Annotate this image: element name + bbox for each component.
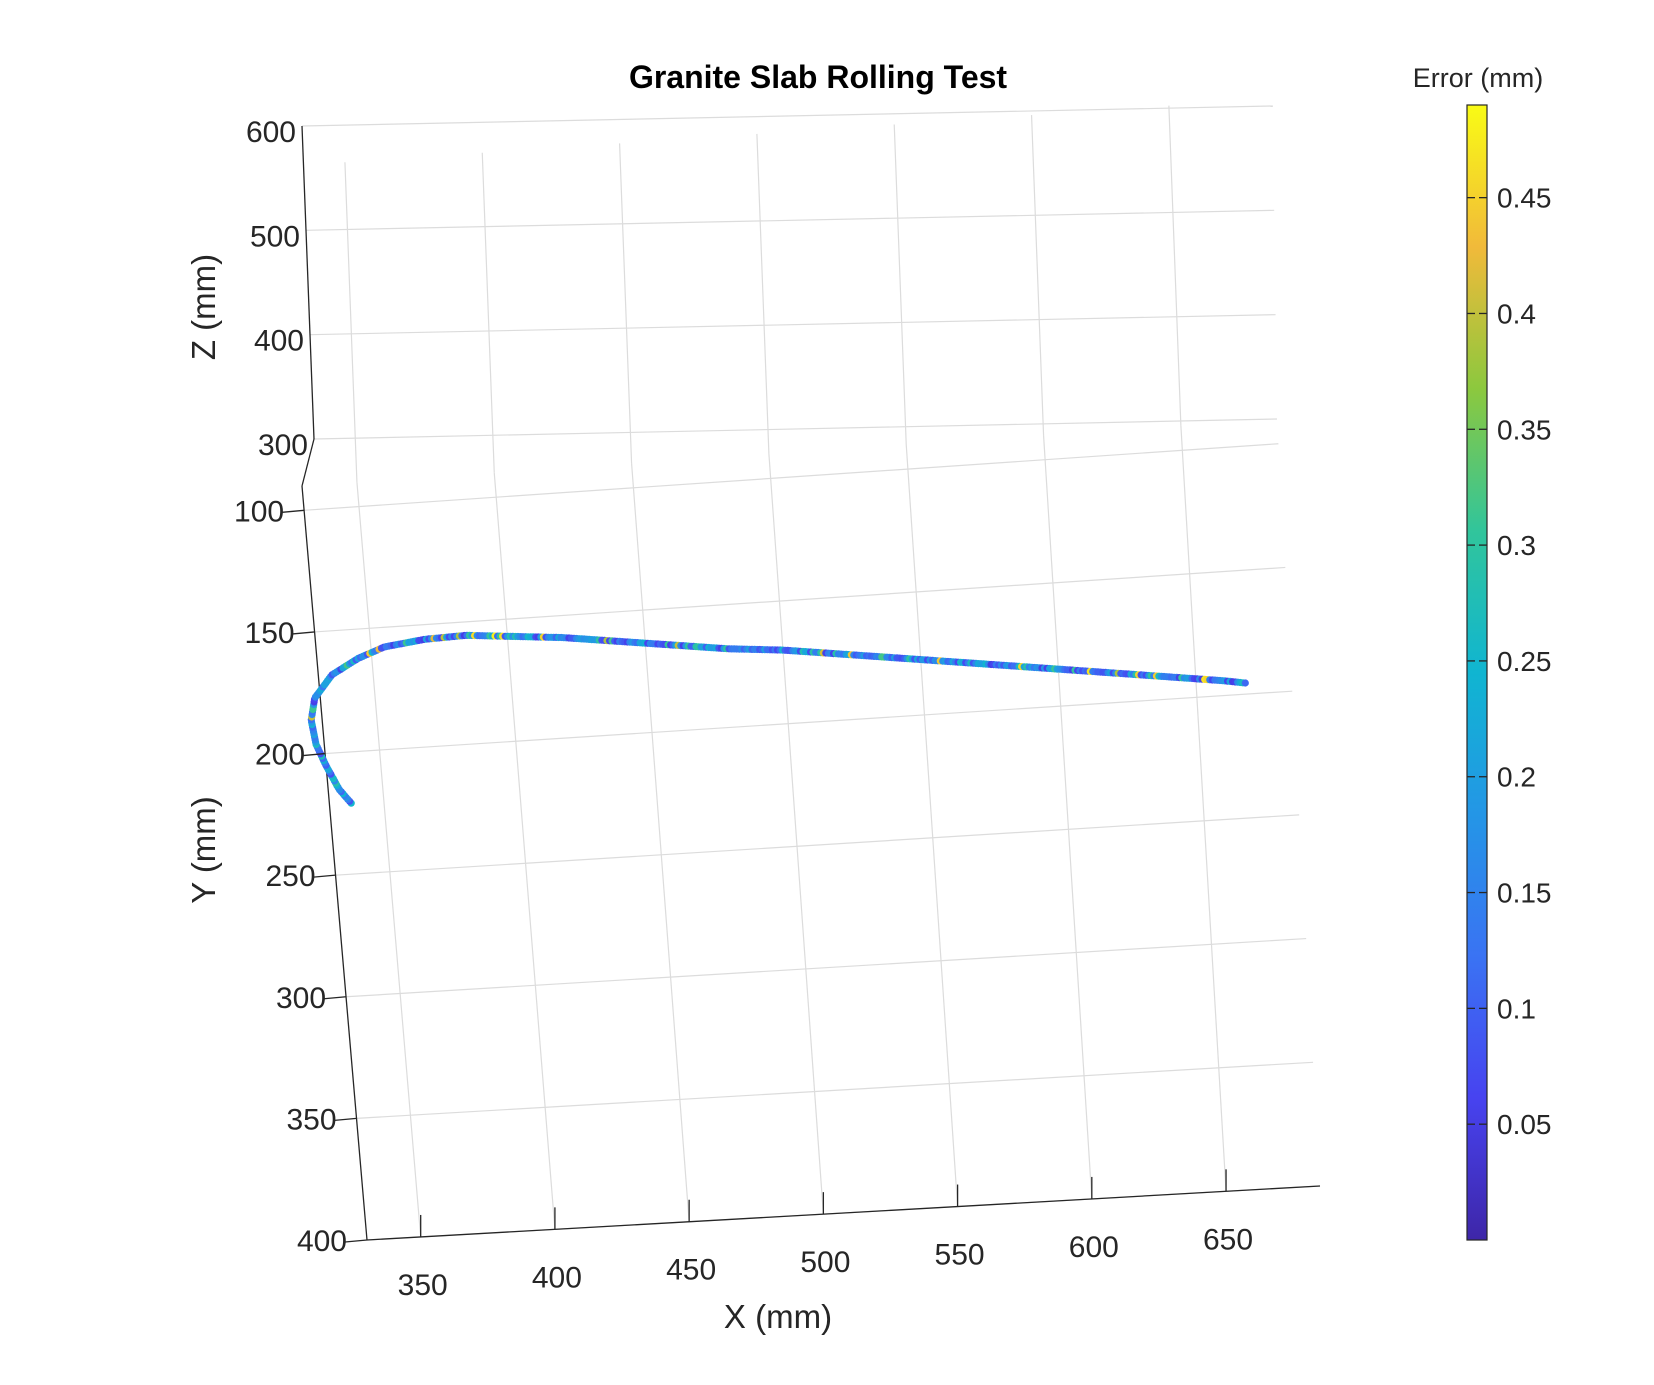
x-tick-label: 450 xyxy=(666,1254,716,1287)
z-tick-label: 300 xyxy=(258,429,308,462)
y-tick-label: 250 xyxy=(265,860,315,893)
grid-line-x-600 xyxy=(1042,435,1093,1199)
colorbar-label: Error (mm) xyxy=(1413,63,1543,93)
z-axis-line xyxy=(301,125,315,440)
x-axis-line xyxy=(366,1185,1321,1241)
grid-lines xyxy=(301,105,1321,1241)
x-tick-label: 550 xyxy=(935,1239,985,1272)
axis-lines xyxy=(301,125,1321,1241)
grid-line-x-400 xyxy=(493,472,556,1230)
grid-line-x-550 xyxy=(905,444,959,1207)
colorbar-tick-label: 0.25 xyxy=(1497,646,1552,677)
x-tick-label: 500 xyxy=(800,1246,850,1279)
grid-line-x-450 xyxy=(630,463,690,1222)
x-axis-label: X (mm) xyxy=(724,1298,832,1335)
y-tick-labels: 100 150 200 250 300 350 400 xyxy=(234,495,368,1258)
wall-line-x-350 xyxy=(344,162,358,483)
wall-line-x-550 xyxy=(893,124,907,445)
y-tick-label: 150 xyxy=(245,617,295,650)
y-tick-mark xyxy=(303,752,326,757)
y-tick-label: 350 xyxy=(286,1103,336,1136)
z-tick-labels: 300 400 500 600 xyxy=(246,116,308,462)
grid-line-y-100 xyxy=(304,443,1279,511)
grid-line-y-150 xyxy=(314,566,1286,633)
wall-line-x-450 xyxy=(618,143,633,464)
y-tick-label: 300 xyxy=(276,982,326,1015)
colorbar-tick-label: 0.45 xyxy=(1497,183,1552,214)
grid-line-z-600 xyxy=(301,105,1273,127)
colorbar-tick-label: 0.2 xyxy=(1497,762,1536,793)
colorbar-tick-label: 0.3 xyxy=(1497,530,1536,561)
z-tick-label: 500 xyxy=(250,220,300,253)
chart-title: Granite Slab Rolling Test xyxy=(629,59,1007,95)
y-tick-label: 400 xyxy=(297,1225,347,1258)
colorbar-gradient xyxy=(1466,104,1488,1241)
colorbar-tick-label: 0.4 xyxy=(1497,298,1536,329)
data-points xyxy=(307,631,1249,807)
wall-line-x-600 xyxy=(1030,115,1045,436)
z-tick-label: 400 xyxy=(254,325,304,358)
x-tick-label: 350 xyxy=(398,1269,448,1302)
y-axis-line xyxy=(301,485,368,1241)
colorbar: 0.05 0.1 0.15 0.2 0.25 0.3 0.35 0.4 0.45 Error (… xyxy=(1413,63,1552,1241)
grid-line-z-500 xyxy=(305,209,1275,231)
wall-line-x-400 xyxy=(481,152,495,473)
x-tick-label: 600 xyxy=(1069,1231,1119,1264)
data-point xyxy=(1241,679,1249,687)
colorbar-tick-label: 0.1 xyxy=(1497,993,1536,1024)
grid-line-y-250 xyxy=(335,814,1300,876)
grid-line-y-350 xyxy=(356,1061,1314,1119)
y-tick-label: 100 xyxy=(234,495,284,528)
colorbar-tick-label: 0.05 xyxy=(1497,1109,1552,1140)
y-tick-mark xyxy=(334,1117,357,1122)
y-axis-label: Y (mm) xyxy=(185,796,222,904)
x-tick-labels: 350 400 450 500 550 600 650 xyxy=(398,1169,1253,1302)
grid-line-x-500 xyxy=(768,453,824,1215)
x-tick-label: 650 xyxy=(1203,1223,1253,1256)
y-tick-mark xyxy=(344,1239,368,1243)
grid-line-z-300 xyxy=(313,418,1278,440)
z-axis-base xyxy=(301,438,315,487)
colorbar-ticks: 0.05 0.1 0.15 0.2 0.25 0.3 0.35 0.4 0.45 xyxy=(1467,183,1552,1140)
grid-line-y-300 xyxy=(345,937,1307,998)
wall-line-x-500 xyxy=(756,133,770,454)
grid-line-x-650 xyxy=(1180,425,1227,1192)
colorbar-tick-label: 0.15 xyxy=(1497,878,1552,909)
y-tick-mark xyxy=(323,996,347,1000)
x-tick-label: 400 xyxy=(532,1261,582,1294)
colorbar-tick-label: 0.35 xyxy=(1497,414,1552,445)
z-axis-label: Z (mm) xyxy=(185,254,222,360)
y-tick-mark xyxy=(313,874,336,878)
grid-line-y-200 xyxy=(325,690,1293,755)
y-tick-mark xyxy=(292,631,315,635)
grid-line-z-400 xyxy=(309,314,1276,336)
y-tick-mark xyxy=(282,509,305,513)
z-tick-label: 600 xyxy=(246,116,296,149)
wall-line-x-650 xyxy=(1168,105,1182,426)
y-tick-label: 200 xyxy=(255,739,305,772)
grid-line-x-350 xyxy=(356,482,422,1238)
